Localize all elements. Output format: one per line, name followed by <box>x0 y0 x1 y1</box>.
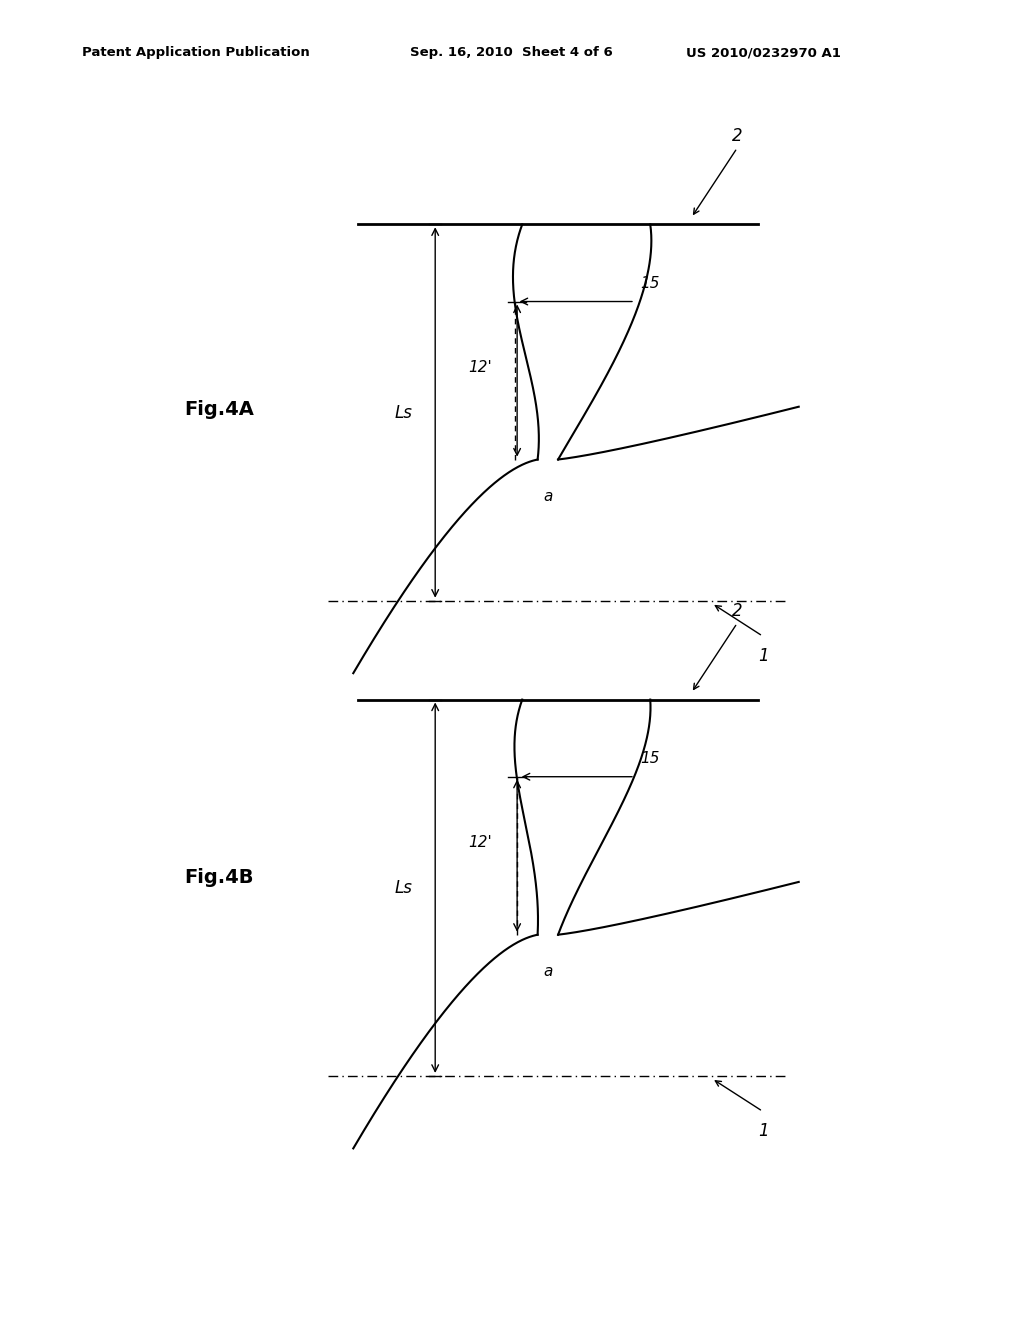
Text: Ls: Ls <box>395 404 413 421</box>
Text: 1: 1 <box>758 647 768 665</box>
Text: US 2010/0232970 A1: US 2010/0232970 A1 <box>686 46 841 59</box>
Text: a: a <box>543 488 553 503</box>
Text: Patent Application Publication: Patent Application Publication <box>82 46 309 59</box>
Text: 2: 2 <box>732 602 742 620</box>
Text: Fig.4A: Fig.4A <box>184 400 254 418</box>
Text: 15: 15 <box>640 751 659 766</box>
Text: 12': 12' <box>468 360 492 375</box>
Text: a: a <box>543 964 553 978</box>
Text: 15: 15 <box>640 276 659 290</box>
Text: Ls: Ls <box>395 879 413 896</box>
Text: 1: 1 <box>758 1122 768 1140</box>
Text: 12': 12' <box>468 836 492 850</box>
Text: Fig.4B: Fig.4B <box>184 869 254 887</box>
Text: Sep. 16, 2010  Sheet 4 of 6: Sep. 16, 2010 Sheet 4 of 6 <box>410 46 612 59</box>
Text: 2: 2 <box>732 127 742 145</box>
